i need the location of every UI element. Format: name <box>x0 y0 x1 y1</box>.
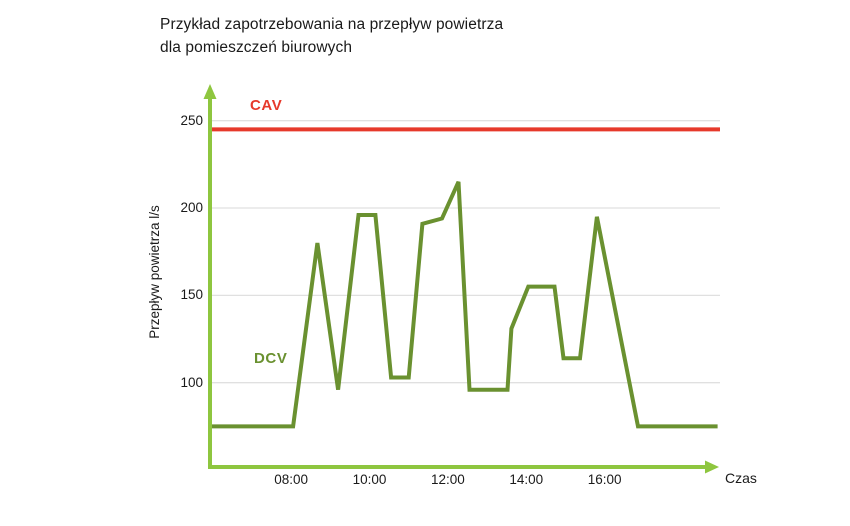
x-axis-arrow-icon <box>705 460 719 474</box>
x-tick-label-10:00: 10:00 <box>352 472 387 487</box>
x-axis <box>208 460 719 474</box>
cav-series-label: CAV <box>250 97 283 114</box>
x-tick-label-16:00: 16:00 <box>587 472 622 487</box>
chart-title-line-2: dla pomieszczeń biurowych <box>160 38 353 56</box>
x-tick-label-08:00: 08:00 <box>274 472 308 487</box>
chart-title: Przykład zapotrzebowania na przepływ pow… <box>160 14 503 59</box>
dcv-line <box>210 180 718 429</box>
x-axis-title: Czas <box>725 470 757 486</box>
y-tick-label-150: 150 <box>180 287 203 303</box>
y-axis-arrow-icon <box>203 84 217 99</box>
gridlines <box>210 120 720 384</box>
y-axis <box>203 84 217 469</box>
x-tick-label-14:00: 14:00 <box>509 472 544 487</box>
y-tick-label-100: 100 <box>180 374 203 390</box>
chart-title-line-1: Przykład zapotrzebowania na przepływ pow… <box>160 16 504 33</box>
dcv-series-label: DCV <box>254 350 288 367</box>
y-tick-label-250: 250 <box>180 112 203 128</box>
x-tick-label-12:00: 12:00 <box>430 472 465 487</box>
y-tick-label-200: 200 <box>180 200 203 215</box>
